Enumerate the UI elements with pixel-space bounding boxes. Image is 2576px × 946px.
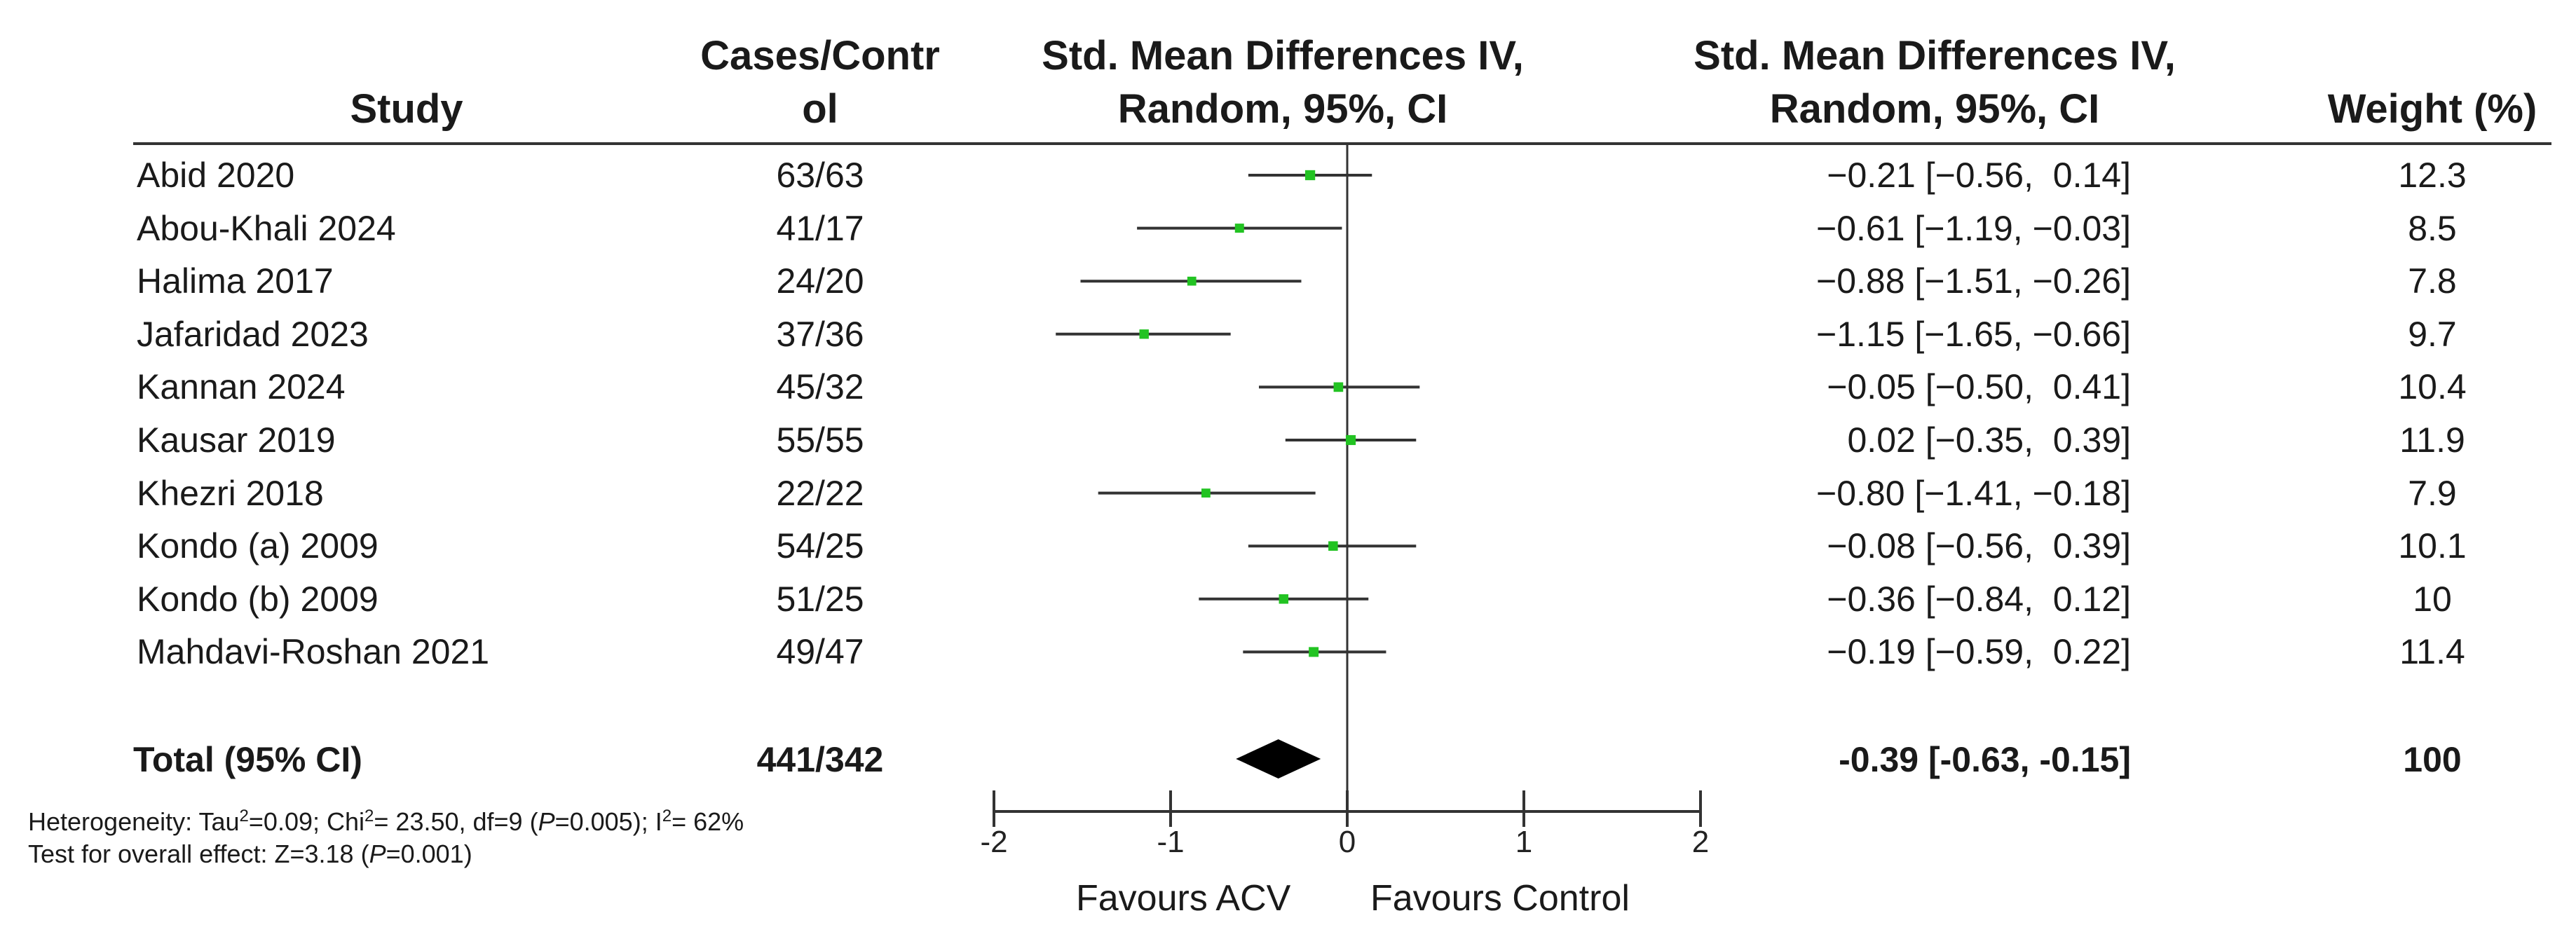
cases-control-count: 54/25 <box>776 526 864 566</box>
cases-control-count: 45/32 <box>776 367 864 407</box>
weight-value: 11.9 <box>2399 420 2465 460</box>
total-label: Total (95% CI) <box>133 740 362 779</box>
header-weight: Weight (%) <box>2327 86 2537 132</box>
point-estimate-marker <box>1328 541 1338 551</box>
weight-value: 10.4 <box>2398 367 2467 407</box>
total-ci-text: -0.39 [-0.63, -0.15] <box>1839 740 2131 779</box>
x-tick-label: 2 <box>1692 825 1709 859</box>
cases-control-count: 63/63 <box>776 156 864 195</box>
point-estimate-marker <box>1201 488 1211 498</box>
weight-value: 10 <box>2413 579 2452 619</box>
header-divider <box>133 142 2551 145</box>
overall-effect-test: Test for overall effect: Z=3.18 (P=0.001… <box>28 839 472 868</box>
x-tick-label: 1 <box>1515 825 1532 859</box>
header-smd-plot-line1: Std. Mean Differences IV, <box>1042 33 1524 78</box>
weight-value: 10.1 <box>2398 526 2467 566</box>
header-smd-plot: Std. Mean Differences IV, Random, 95%, C… <box>995 29 1570 136</box>
study-name: Kausar 2019 <box>137 420 336 460</box>
header-cases-line2: ol <box>802 86 838 132</box>
cases-control-count: 22/22 <box>776 473 864 513</box>
point-estimate-marker <box>1279 594 1289 604</box>
weight-value: 11.4 <box>2399 632 2465 672</box>
header-smd-plot-line2: Random, 95%, CI <box>1117 86 1448 132</box>
ci-text: −1.15 [−1.65, −0.66] <box>1816 314 2131 354</box>
cases-control-count: 24/20 <box>776 261 864 301</box>
weight-value: 12.3 <box>2398 156 2467 195</box>
heterogeneity-stats: Heterogeneity: Tau2=0.09; Chi2= 23.50, d… <box>28 807 744 836</box>
header-cases-control: Cases/Contr ol <box>673 29 967 136</box>
study-name: Halima 2017 <box>137 261 334 301</box>
ci-text: −0.61 [−1.19, −0.03] <box>1816 208 2131 248</box>
ci-text: 0.02 [−0.35, 0.39] <box>1847 420 2132 460</box>
study-name: Abou-Khali 2024 <box>137 208 396 248</box>
cases-control-count: 41/17 <box>776 208 864 248</box>
point-estimate-marker <box>1304 170 1316 181</box>
header-smd-text-line2: Random, 95%, CI <box>1769 86 2100 132</box>
ci-text: −0.08 [−0.56, 0.39] <box>1827 526 2131 566</box>
point-estimate-marker <box>1234 224 1244 233</box>
x-tick-label: -1 <box>1157 825 1184 859</box>
ci-text: −0.05 [−0.50, 0.41] <box>1827 367 2131 407</box>
study-name: Mahdavi-Roshan 2021 <box>137 632 490 672</box>
ci-text: −0.36 [−0.84, 0.12] <box>1827 579 2131 619</box>
ci-text: −0.19 [−0.59, 0.22] <box>1827 632 2131 672</box>
favours-control-label: Favours Control <box>1370 878 1630 919</box>
pooled-effect-diamond <box>1236 739 1321 779</box>
header-smd-text: Std. Mean Differences IV, Random, 95%, C… <box>1647 29 2222 136</box>
header-smd-text-line1: Std. Mean Differences IV, <box>1694 33 2176 78</box>
cases-control-count: 51/25 <box>776 579 864 619</box>
study-name: Kondo (a) 2009 <box>137 526 379 566</box>
total-weight: 100 <box>2403 740 2462 779</box>
weight-value: 9.7 <box>2408 314 2457 354</box>
header-cases-line1: Cases/Contr <box>700 33 940 78</box>
point-estimate-marker <box>1333 382 1344 392</box>
study-name: Abid 2020 <box>137 156 295 195</box>
point-estimate-marker <box>1345 434 1356 446</box>
point-estimate-marker <box>1187 276 1197 286</box>
study-name: Jafaridad 2023 <box>137 314 369 354</box>
header-study: Study <box>350 86 463 132</box>
weight-value: 7.8 <box>2408 261 2457 301</box>
point-estimate-marker <box>1139 329 1149 339</box>
x-tick-label: 0 <box>1339 825 1356 859</box>
study-name: Kannan 2024 <box>137 367 346 407</box>
cases-control-count: 37/36 <box>776 314 864 354</box>
cases-control-count: 55/55 <box>776 420 864 460</box>
ci-text: −0.21 [−0.56, 0.14] <box>1827 156 2131 195</box>
x-tick-label: -2 <box>980 825 1007 859</box>
study-name: Kondo (b) 2009 <box>137 579 379 619</box>
ci-text: −0.80 [−1.41, −0.18] <box>1816 473 2131 513</box>
weight-value: 7.9 <box>2408 473 2457 513</box>
cases-control-count: 49/47 <box>776 632 864 672</box>
ci-text: −0.88 [−1.51, −0.26] <box>1816 261 2131 301</box>
weight-value: 8.5 <box>2408 208 2457 248</box>
total-cases-control: 441/342 <box>756 740 884 779</box>
favours-acv-label: Favours ACV <box>1076 878 1291 919</box>
study-name: Khezri 2018 <box>137 473 324 513</box>
point-estimate-marker <box>1309 647 1319 657</box>
